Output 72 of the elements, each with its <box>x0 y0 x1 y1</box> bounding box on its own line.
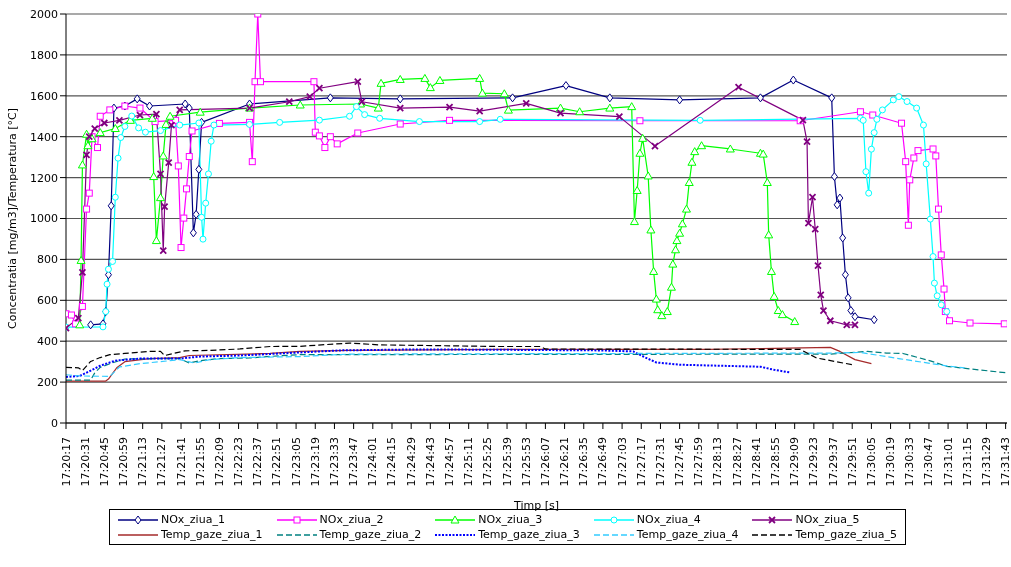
x-tick-label: 17:23:33 <box>327 437 341 487</box>
x-tick-label: 17:24:43 <box>423 437 437 487</box>
x-tick-label: 17:31:29 <box>979 437 993 487</box>
x-tick-label: 17:23:19 <box>308 437 322 487</box>
x-tick-label: 17:21:55 <box>193 437 207 487</box>
x-tick-label: 17:22:23 <box>232 437 246 487</box>
legend-label: Temp_gaze_ziua_5 <box>795 528 898 541</box>
x-tick-label: 17:23:05 <box>289 437 303 487</box>
x-tick-label: 17:29:51 <box>845 437 859 487</box>
x-tick-label: 17:27:31 <box>653 437 667 487</box>
x-tick-label: 17:30:19 <box>884 437 898 487</box>
legend-label: Temp_gaze_ziua_1 <box>160 528 263 541</box>
y-axis-title: Concentratia [mg/m3]/Temperatura [°C] <box>5 108 19 329</box>
x-tick-label: 17:23:47 <box>347 437 361 487</box>
x-tick-label: 17:24:01 <box>366 437 380 487</box>
x-tick-label: 17:26:35 <box>577 437 591 487</box>
x-tick-label: 17:21:13 <box>136 437 150 487</box>
x-tick-label: 17:31:01 <box>941 437 955 487</box>
x-tick-label: 17:27:45 <box>673 437 687 487</box>
x-tick-label: 17:26:07 <box>538 437 552 487</box>
x-tick-label: 17:30:33 <box>903 437 917 487</box>
y-tick-label: 2000 <box>30 7 58 21</box>
x-tick-label: 17:29:23 <box>807 437 821 487</box>
legend-label: NOx_ziua_4 <box>636 513 701 526</box>
x-tick-label: 17:29:09 <box>788 437 802 487</box>
x-tick-label: 17:22:37 <box>251 437 265 487</box>
x-tick-label: 17:22:51 <box>270 437 284 487</box>
x-tick-label: 17:21:27 <box>155 437 169 487</box>
x-tick-label: 17:28:41 <box>749 437 763 487</box>
x-tick-label: 17:24:29 <box>404 437 418 487</box>
legend-label: NOx_ziua_1 <box>160 513 225 526</box>
x-tick-label: 17:20:31 <box>78 437 92 487</box>
x-tick-label: 17:31:15 <box>960 437 974 487</box>
y-tick-label: 1200 <box>30 171 58 185</box>
y-tick-label: 1600 <box>30 89 58 103</box>
x-tick-label: 17:20:45 <box>97 437 111 487</box>
x-tick-label: 17:28:27 <box>730 437 744 487</box>
x-tick-label: 17:31:43 <box>999 437 1011 487</box>
y-tick-label: 600 <box>37 294 58 308</box>
x-tick-label: 17:25:53 <box>519 437 533 487</box>
x-tick-label: 17:26:49 <box>596 437 610 487</box>
x-tick-label: 17:28:13 <box>711 437 725 487</box>
x-tick-label: 17:25:25 <box>481 437 495 487</box>
y-tick-label: 1400 <box>30 130 58 144</box>
x-tick-label: 17:25:11 <box>462 437 476 487</box>
x-tick-label: 17:21:41 <box>174 437 188 487</box>
y-tick-label: 200 <box>37 376 58 390</box>
x-tick-label: 17:24:57 <box>442 437 456 487</box>
legend-label: Temp_gaze_ziua_4 <box>636 528 739 541</box>
x-tick-label: 17:26:21 <box>558 437 572 487</box>
y-tick-label: 1800 <box>30 48 58 62</box>
x-tick-label: 17:27:03 <box>615 437 629 487</box>
x-tick-label: 17:20:59 <box>117 437 130 487</box>
legend-label: Temp_gaze_ziua_3 <box>478 528 580 541</box>
y-tick-label: 800 <box>37 253 58 267</box>
x-tick-label: 17:30:05 <box>864 437 878 487</box>
x-tick-label: 17:27:17 <box>634 437 648 487</box>
x-tick-label: 17:28:55 <box>768 437 782 487</box>
x-tick-label: 17:30:47 <box>922 437 936 487</box>
x-tick-label: 17:25:39 <box>500 437 514 487</box>
x-tick-label: 17:22:09 <box>212 437 226 487</box>
x-tick-label: 17:29:37 <box>826 437 840 487</box>
legend-label: NOx_ziua_2 <box>319 513 384 526</box>
y-tick-label: 1000 <box>30 212 58 226</box>
y-tick-label: 0 <box>51 416 58 430</box>
legend-label: NOx_ziua_3 <box>478 513 543 526</box>
legend-label: Temp_gaze_ziua_2 <box>319 528 422 541</box>
y-tick-label: 400 <box>37 335 58 349</box>
x-tick-label: 17:20:17 <box>59 437 73 487</box>
legend-label: NOx_ziua_5 <box>795 513 860 526</box>
x-tick-label: 17:27:59 <box>692 437 706 487</box>
x-tick-label: 17:24:15 <box>385 437 399 487</box>
